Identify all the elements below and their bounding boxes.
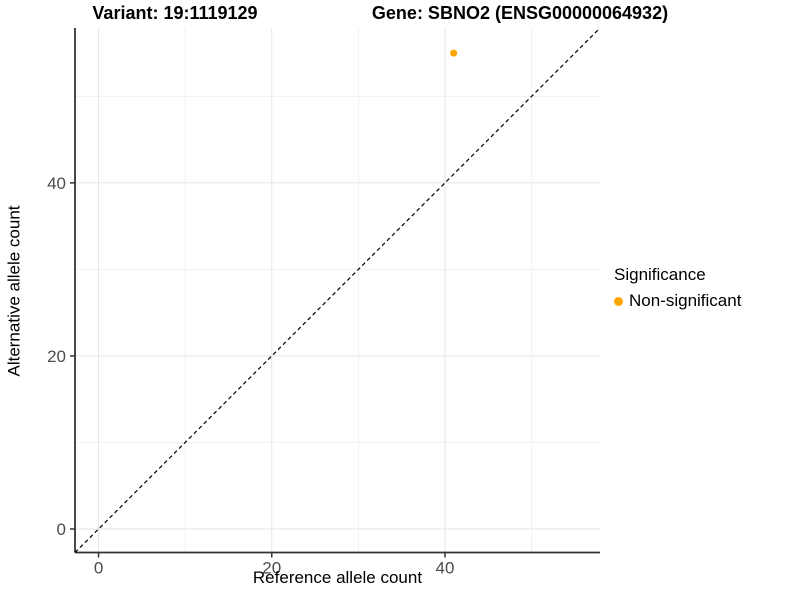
x-tick-label: 20 <box>262 559 281 578</box>
y-tick-label: 40 <box>47 174 66 193</box>
y-axis-title-wrap: Alternative allele count <box>2 28 28 553</box>
x-axis-title: Reference allele count <box>252 568 423 587</box>
gene-title: Gene: SBNO2 (ENSG00000064932) <box>371 3 669 23</box>
y-tick-label: 20 <box>47 347 66 366</box>
variant-title: Variant: 19:1119129 <box>92 3 258 23</box>
legend-title: Significance <box>614 265 706 284</box>
legend-item: Non-significant <box>614 291 741 311</box>
legend-item-label: Non-significant <box>629 291 742 310</box>
identity-dashed-line <box>74 27 601 553</box>
x-tick-label: 40 <box>436 559 455 578</box>
x-tick-label: 0 <box>94 559 103 578</box>
y-tick-label: 0 <box>57 520 66 539</box>
y-axis-title: Alternative allele count <box>5 204 25 377</box>
legend: Significance Non-significant <box>614 265 741 311</box>
legend-point-icon <box>614 296 623 306</box>
data-point <box>450 49 458 57</box>
